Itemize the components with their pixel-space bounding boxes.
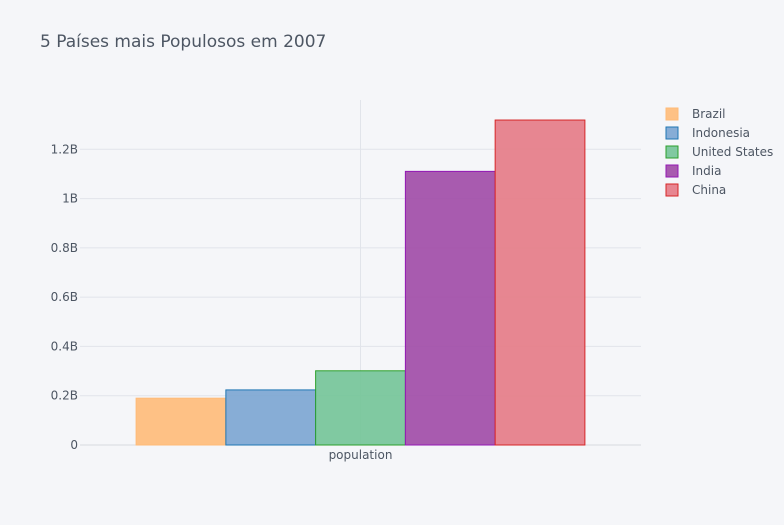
legend-swatch: [665, 164, 679, 178]
y-tick-label: 1B: [62, 192, 78, 206]
legend-swatch: [665, 107, 679, 121]
x-tick-label: population: [329, 448, 393, 462]
bar-china[interactable]: [494, 119, 586, 446]
legend-item-china[interactable]: China: [665, 183, 726, 197]
bar-united-states[interactable]: [315, 370, 406, 446]
legend-item-united-states[interactable]: United States: [665, 145, 773, 159]
legend-item-brazil[interactable]: Brazil: [665, 107, 726, 121]
legend-swatch: [665, 145, 679, 159]
bars-layer: [135, 119, 586, 446]
legend-label: China: [692, 183, 726, 197]
legend-label: Indonesia: [692, 126, 750, 140]
bar-india[interactable]: [404, 170, 496, 446]
y-tick-label: 0.2B: [51, 389, 78, 403]
y-tick-label: 0.4B: [51, 339, 78, 353]
legend-swatch: [665, 183, 679, 197]
bar-brazil[interactable]: [135, 397, 227, 446]
legend-label: United States: [692, 145, 773, 159]
legend[interactable]: Brazil Indonesia United States India China: [665, 107, 773, 197]
x-axis-labels: population: [329, 448, 393, 462]
y-tick-label: 0.6B: [51, 290, 78, 304]
y-tick-label: 0: [70, 438, 78, 452]
y-axis-labels: 0 0.2B 0.4B 0.6B 0.8B 1B 1.2B: [51, 142, 78, 452]
chart-title: 5 Países mais Populosos em 2007: [40, 32, 327, 52]
y-tick-label: 0.8B: [51, 241, 78, 255]
bar-indonesia[interactable]: [225, 389, 317, 446]
legend-item-india[interactable]: India: [665, 164, 721, 178]
legend-item-indonesia[interactable]: Indonesia: [665, 126, 750, 140]
legend-label: India: [692, 164, 721, 178]
legend-swatch: [665, 126, 679, 140]
y-tick-label: 1.2B: [51, 142, 78, 156]
legend-label: Brazil: [692, 107, 726, 121]
